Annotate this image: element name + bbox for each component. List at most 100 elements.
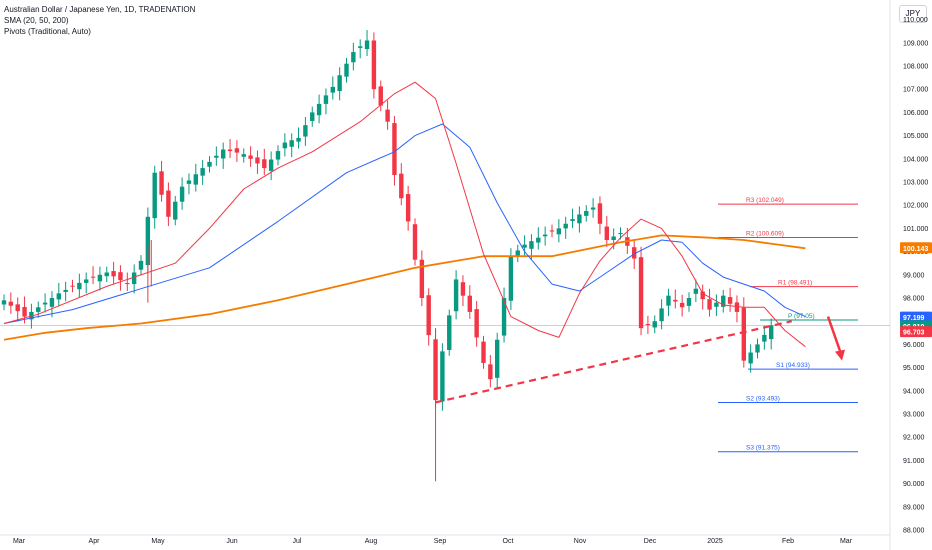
price-badge-label: 100.143 (903, 246, 928, 253)
candle-body (145, 216, 151, 266)
time-tick-label: Oct (503, 538, 514, 545)
candle-body (632, 247, 637, 259)
candle-body (467, 295, 472, 312)
candle-body (556, 228, 562, 235)
currency-selector[interactable]: JPY (899, 5, 927, 23)
sma20-line (3, 81, 806, 348)
price-axis: 110.000 109.000 108.000 107.000 106.000 105.0… (889, 0, 928, 550)
pivot-lines: R3 (102.049) R2 (100.609) R1 (98.491) P (97… (0, 197, 890, 453)
candle-body (378, 86, 383, 106)
candle-body (673, 299, 678, 302)
pivot-label: R3 (102.049) (746, 197, 784, 204)
candle-body (769, 325, 774, 340)
pivot-label: P (97.05) (788, 313, 815, 320)
candle-body (522, 244, 527, 248)
candle-body (666, 295, 671, 306)
candle-body (166, 190, 171, 217)
candle-body (549, 230, 555, 232)
candle-body (412, 224, 418, 260)
candle-body (515, 250, 520, 257)
candle-body (488, 364, 493, 380)
candle-body (330, 86, 335, 93)
pivots-indicator-label[interactable]: Pivots (Traditional, Auto) (4, 27, 91, 36)
candle-body (611, 236, 616, 240)
candle-body (179, 186, 185, 202)
sma200-line (3, 234, 806, 341)
time-tick-label: Mar (13, 538, 26, 545)
candle-body (152, 172, 157, 219)
candle-body (748, 352, 753, 364)
time-tick-label: Apr (89, 538, 101, 545)
candle-body (310, 112, 315, 121)
candle-body (1, 300, 7, 305)
candle-body (392, 123, 397, 176)
time-tick-label: Aug (365, 538, 378, 545)
candle-body (63, 289, 68, 292)
candle-body (90, 276, 96, 278)
price-tick-label: 104.000 (903, 156, 928, 163)
candle-body (193, 174, 198, 185)
time-tick-label: Sep (434, 538, 447, 545)
projection-arrow-shaft (826, 316, 844, 358)
candle-body (111, 271, 116, 277)
price-badge (900, 326, 932, 338)
pivot-label: S1 (94.933) (776, 362, 810, 369)
candle-body (323, 95, 329, 104)
sma50-line (3, 123, 806, 324)
pivot-label: R2 (100.609) (746, 230, 784, 237)
candle-body (316, 103, 322, 116)
candle-body (707, 299, 712, 310)
candle-body (597, 203, 603, 224)
pivot-label: R1 (98.491) (778, 280, 812, 287)
moving-averages (3, 81, 806, 348)
candle-body (36, 307, 41, 312)
candle-body (652, 321, 657, 328)
candle-body (344, 63, 349, 77)
candle-body (56, 293, 61, 300)
pivot-label: S2 (93.493) (746, 396, 780, 403)
candle-body (241, 154, 246, 157)
price-tick-label: 90.000 (903, 481, 925, 488)
candle-body (399, 173, 404, 199)
candle-body (289, 140, 294, 147)
candle-body (447, 315, 452, 350)
candle-body (536, 237, 541, 243)
candle-body (268, 159, 274, 171)
candle-body (77, 282, 82, 290)
candle-body (679, 302, 685, 308)
candle-body (762, 334, 767, 342)
time-axis: Mar Apr May Jun Jul Aug Sep Oct Nov Dec 2025 Feb Mar (0, 534, 890, 545)
candle-body (248, 155, 253, 159)
candle-body (590, 207, 596, 210)
support-trendline (435, 320, 792, 404)
candle-body (440, 351, 445, 402)
price-badge (900, 311, 932, 323)
candle-body (618, 233, 623, 235)
candle-body (70, 285, 75, 287)
price-tick-label: 95.000 (903, 365, 925, 372)
candle-body (42, 302, 48, 305)
candle-body (131, 272, 137, 285)
chart-legend: Australian Dollar / Japanese Yen, 1D, TR… (4, 4, 195, 37)
price-tick-label: 88.000 (903, 528, 925, 535)
candle-body (337, 75, 342, 92)
candle-body (173, 201, 178, 220)
candle-body (221, 149, 226, 159)
candle-body (22, 306, 27, 317)
candle-body (577, 214, 582, 224)
candle-body (358, 46, 363, 48)
candle-body (508, 256, 514, 301)
candle-body (727, 297, 733, 304)
candle-body (419, 259, 425, 298)
price-tick-label: 108.000 (903, 64, 928, 71)
candle-body (214, 155, 219, 158)
time-tick-label: Feb (782, 538, 794, 545)
candle-body (405, 194, 411, 222)
sma-indicator-label[interactable]: SMA (20, 50, 200) (4, 16, 69, 25)
candle-body (734, 302, 740, 312)
candle-body (529, 241, 534, 249)
candle-body (721, 295, 726, 307)
candle-body (97, 274, 103, 282)
